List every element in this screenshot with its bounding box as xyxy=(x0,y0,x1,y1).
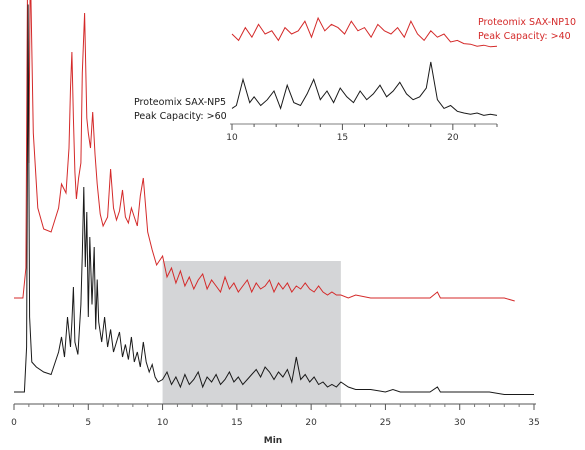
inset-line-sax-np5 xyxy=(231,61,498,116)
annotation-sax-np10-capacity: Peak Capacity: >40 xyxy=(478,31,571,42)
x-tick-label: 0 xyxy=(11,418,17,428)
annotation-sax-np5-capacity: Peak Capacity: >60 xyxy=(134,111,227,122)
x-tick-label: 35 xyxy=(528,418,539,428)
series-line-sax-np5 xyxy=(14,4,534,395)
x-axis-ticks: 0 5 10 15 20 25 30 35 xyxy=(11,404,540,428)
x-tick-label: 15 xyxy=(231,418,242,428)
x-tick-label: 20 xyxy=(305,418,317,428)
inset-line-sax-np10 xyxy=(231,16,498,48)
x-tick-label: 25 xyxy=(380,418,391,428)
annotation-sax-np5-name: Proteomix SAX-NP5 xyxy=(134,97,226,108)
highlight-region xyxy=(162,261,341,404)
series-line-sax-np10 xyxy=(14,0,515,302)
x-axis-title: Min xyxy=(264,436,282,446)
annotation-sax-np10-name: Proteomix SAX-NP10 xyxy=(478,17,576,28)
inset-x-axis-ticks: 10 15 20 xyxy=(226,124,498,143)
inset-x-tick-label: 15 xyxy=(337,133,348,143)
x-tick-label: 5 xyxy=(85,418,91,428)
x-tick-label: 10 xyxy=(157,418,169,428)
inset-x-tick-label: 10 xyxy=(226,133,238,143)
x-tick-label: 30 xyxy=(454,418,466,428)
inset-x-tick-label: 20 xyxy=(447,133,459,143)
